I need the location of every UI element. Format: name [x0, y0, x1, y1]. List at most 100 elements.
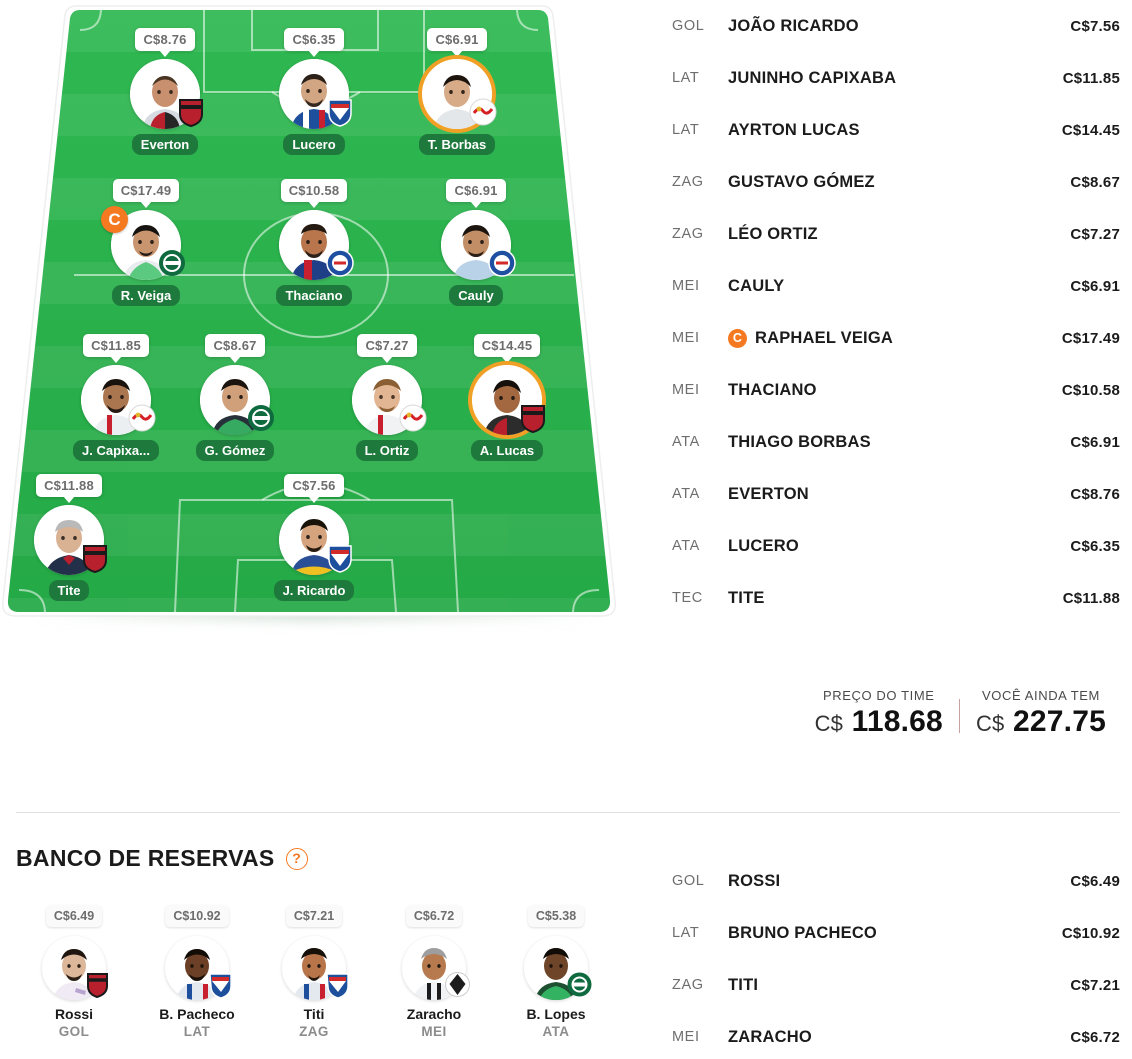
row-position: ATA: [672, 538, 700, 554]
table-row[interactable]: MEI THACIANO C$10.58: [660, 364, 1132, 416]
player-price-tag[interactable]: C$17.49: [112, 179, 180, 208]
row-player-name-text: RAPHAEL VEIGA: [755, 328, 893, 347]
row-player-name: GUSTAVO GÓMEZ: [728, 173, 1070, 192]
row-price: C$6.91: [1070, 277, 1120, 295]
player-avatar-box[interactable]: [200, 365, 274, 435]
coach-avatar-box[interactable]: [34, 505, 107, 575]
player-avatar-box[interactable]: [422, 59, 497, 129]
bench-avatar-box[interactable]: [402, 936, 470, 1000]
row-player-name: JUNINHO CAPIXABA: [728, 69, 1063, 88]
player-price-tag[interactable]: C$6.91: [446, 179, 506, 208]
table-row[interactable]: ATA THIAGO BORBAS C$6.91: [660, 416, 1132, 468]
bench-player-position: GOL: [58, 1024, 90, 1039]
player-avatar-box[interactable]: [352, 365, 427, 435]
player-avatar-box[interactable]: C: [101, 206, 185, 280]
row-player-name: ROSSI: [728, 872, 1070, 891]
remaining-amount: 227.75: [1013, 705, 1106, 738]
row-price: C$8.67: [1070, 173, 1120, 191]
table-row[interactable]: MEI ZARACHO C$6.72: [660, 1011, 1132, 1059]
player-price-tag[interactable]: C$10.58: [280, 179, 348, 208]
row-price: C$7.27: [1070, 225, 1120, 243]
player-price-tag[interactable]: C$7.56: [284, 474, 344, 503]
player-face: [352, 365, 422, 435]
bench-avatar-box[interactable]: [524, 936, 592, 1000]
avatar[interactable]: [422, 59, 492, 129]
row-position: ZAG: [672, 226, 704, 242]
bench-price-tag[interactable]: C$6.72: [405, 905, 463, 927]
bench-player-slot: C$10.92: [137, 905, 257, 1039]
player-name-pill: J. Capixa...: [73, 440, 159, 461]
bench-player-name: Zaracho: [406, 1006, 462, 1022]
bench-avatar-box[interactable]: [42, 936, 108, 1000]
table-row[interactable]: ATA LUCERO C$6.35: [660, 520, 1132, 572]
row-position: LAT: [672, 70, 700, 86]
bench-price-tag[interactable]: C$10.92: [165, 905, 229, 927]
player-price-tag[interactable]: C$11.85: [83, 334, 149, 363]
player-price-tag[interactable]: C$6.35: [284, 28, 344, 57]
club-crest-icon: [518, 403, 548, 433]
bench-price-tag[interactable]: C$7.21: [285, 905, 343, 927]
row-price: C$8.76: [1070, 485, 1120, 503]
avatar[interactable]: [42, 936, 106, 1000]
pitch-player-slot: C$10.58: [259, 179, 369, 306]
coach-price-tag[interactable]: C$11.88: [36, 474, 102, 503]
player-avatar-box[interactable]: [441, 210, 516, 280]
bench-avatar-box[interactable]: [165, 936, 232, 1000]
row-price: C$17.49: [1061, 329, 1120, 347]
row-player-name-text: BRUNO PACHECO: [728, 923, 877, 942]
table-row[interactable]: MEI CAULY C$6.91: [660, 260, 1132, 312]
table-row[interactable]: ZAG GUSTAVO GÓMEZ C$8.67: [660, 156, 1132, 208]
table-row[interactable]: LAT JUNINHO CAPIXABA C$11.85: [660, 52, 1132, 104]
row-price: C$6.72: [1070, 1028, 1120, 1046]
player-price-tag[interactable]: C$8.67: [205, 334, 265, 363]
row-player-name: TITE: [728, 589, 1063, 608]
player-price-tag[interactable]: C$7.27: [357, 334, 417, 363]
table-row[interactable]: TEC TITE C$11.88: [660, 572, 1132, 624]
bench-avatar-box[interactable]: [282, 936, 349, 1000]
table-row[interactable]: ATA EVERTON C$8.76: [660, 468, 1132, 520]
player-avatar-box[interactable]: [279, 59, 352, 129]
row-player-name-text: LUCERO: [728, 536, 799, 555]
bench-price-tag[interactable]: C$6.49: [45, 905, 103, 927]
bench-player-slot: C$7.21: [254, 905, 374, 1039]
player-name-pill: Everton: [131, 134, 199, 155]
table-row[interactable]: LAT BRUNO PACHECO C$10.92: [660, 907, 1132, 959]
row-position: MEI: [672, 278, 700, 294]
row-position: ZAG: [672, 977, 704, 993]
avatar[interactable]: [352, 365, 422, 435]
club-crest-icon: [444, 971, 471, 998]
table-row[interactable]: GOL ROSSI C$6.49: [660, 855, 1132, 907]
table-row[interactable]: MEI C RAPHAEL VEIGA C$17.49: [660, 312, 1132, 364]
player-avatar-box[interactable]: [279, 210, 354, 280]
bench-price-tag[interactable]: C$5.38: [527, 905, 585, 927]
bench-player-name: B. Lopes: [526, 1006, 586, 1022]
club-crest-icon: [325, 248, 355, 278]
bench-roster-list: GOL ROSSI C$6.49 LAT BRUNO PACHECO C$10.…: [660, 855, 1132, 1059]
player-price-tag[interactable]: C$14.45: [473, 334, 541, 363]
player-price-tag[interactable]: C$6.91: [427, 28, 487, 57]
player-avatar-box[interactable]: [472, 365, 545, 435]
avatar[interactable]: [279, 210, 349, 280]
pitch-player-slot: C$7.27: [332, 334, 442, 461]
club-crest-icon: [487, 248, 517, 278]
totals-bar: PREÇO DO TIME C$ 118.68 VOCÊ AINDA TEM C…: [660, 688, 1132, 739]
row-price: C$6.35: [1070, 537, 1120, 555]
avatar[interactable]: [524, 936, 588, 1000]
table-row[interactable]: ZAG TITI C$7.21: [660, 959, 1132, 1011]
club-crest-icon: [80, 543, 110, 573]
player-price-tag[interactable]: C$8.76: [135, 28, 195, 57]
row-position: ATA: [672, 486, 700, 502]
starting-roster-list: GOL JOÃO RICARDO C$7.56 LAT JUNINHO CAPI…: [660, 0, 1132, 624]
remaining-budget-block: VOCÊ AINDA TEM C$ 227.75: [962, 688, 1120, 739]
player-face: [524, 936, 588, 1000]
player-avatar-box[interactable]: [279, 505, 352, 575]
help-icon[interactable]: ?: [285, 847, 308, 870]
table-row[interactable]: LAT AYRTON LUCAS C$14.45: [660, 104, 1132, 156]
table-row[interactable]: GOL JOÃO RICARDO C$7.56: [660, 0, 1132, 52]
table-row[interactable]: ZAG LÉO ORTIZ C$7.27: [660, 208, 1132, 260]
club-crest-icon: [325, 97, 355, 127]
player-avatar-box[interactable]: [130, 59, 203, 129]
row-player-name-text: JUNINHO CAPIXABA: [728, 68, 897, 87]
player-avatar-box[interactable]: [81, 365, 156, 435]
